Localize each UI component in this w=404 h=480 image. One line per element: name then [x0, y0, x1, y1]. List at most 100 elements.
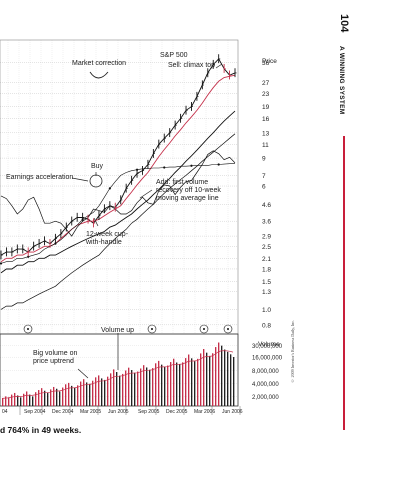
x-tick-label: Mar 2006: [194, 409, 215, 415]
price-tick-label: 2.9: [262, 234, 271, 241]
volume-bar: [164, 366, 166, 406]
price-tick-label: 1.3: [262, 289, 271, 296]
big-volume-label-line-2: price uptrend: [33, 358, 74, 365]
volume-bar: [167, 365, 169, 406]
volume-bar: [191, 358, 193, 406]
volume-bar: [56, 388, 58, 406]
volume-bar: [23, 393, 25, 406]
markers-layer: [23, 324, 233, 334]
event-marker-circle: [147, 324, 157, 334]
add-label-line-2: recovery off 10-week: [156, 187, 221, 194]
big-volume-label-line-1: Big volume on: [33, 350, 78, 357]
volume-bar: [53, 386, 55, 406]
event-marker-dot: [151, 328, 153, 330]
volume-tick-label: 8,000,000: [252, 369, 279, 375]
volume-bar: [152, 368, 154, 406]
volume-bar: [212, 353, 214, 406]
volume-bar: [32, 396, 34, 406]
volume-bar: [95, 377, 97, 406]
volume-bar: [128, 367, 130, 406]
x-tick-label: Sep 2005: [138, 409, 160, 415]
volume-bar: [188, 354, 190, 406]
volume-bar: [158, 360, 160, 406]
price-bars-layer: [0, 54, 237, 260]
volume-bar: [209, 355, 211, 406]
cup-label-line-1: 12-week cup-: [86, 231, 129, 238]
price-tick-label: 36: [262, 60, 270, 67]
price-tick-label: 9: [262, 156, 266, 163]
event-marker-dot: [227, 328, 229, 330]
earnings-point: [190, 164, 193, 167]
price-tick-label: 27: [262, 80, 270, 87]
volume-bar: [110, 373, 112, 406]
volume-bar: [170, 362, 172, 406]
volume-bar: [26, 391, 28, 406]
volume-bar: [200, 353, 202, 406]
volume-bar: [113, 369, 115, 406]
price-tick-label: 1.5: [262, 279, 271, 286]
relative-strength-line: [0, 133, 236, 310]
price-tick-label: 2.5: [262, 244, 271, 251]
volume-bar: [203, 348, 205, 406]
volume-bar: [122, 373, 124, 406]
volume-bar: [233, 357, 235, 406]
volume-bar: [98, 375, 100, 406]
volume-bar: [47, 392, 49, 406]
add-label-line-3: moving average line: [156, 195, 219, 202]
buy-label: Buy: [91, 163, 104, 170]
series-layer: [0, 58, 236, 310]
volume-bar: [86, 382, 88, 406]
price-tick-label: 13: [262, 130, 270, 137]
price-tick-label: 16: [262, 116, 270, 123]
axis-ticks-layer: 36 27 23 19 16 13 11 9 7 6 4.6 3.6 2.9 2.5 2.1 1.8 1.5 1.…: [2, 58, 283, 415]
volume-bar: [230, 354, 232, 406]
volume-tick-label: 30,000,000: [252, 344, 283, 350]
volume-bars-layer: [1, 342, 235, 406]
market-correction-label: Market correction: [72, 60, 127, 67]
volume-bar: [92, 380, 94, 406]
volume-bar: [77, 385, 79, 406]
volume-bar: [131, 370, 133, 406]
x-tick-label: Dec 2005: [166, 409, 188, 415]
x-tick-label: 04: [2, 409, 8, 415]
volume-up-label: Volume up: [101, 327, 135, 334]
sell-arrow: [215, 63, 223, 69]
volume-bar: [5, 396, 7, 406]
ten-week-average-line: [0, 74, 236, 263]
figure-caption: d 764% in 49 weeks.: [0, 425, 82, 435]
volume-bar: [146, 367, 148, 406]
volume-bar: [116, 372, 118, 406]
volume-bar: [143, 365, 145, 406]
accent-rule: [343, 136, 345, 430]
volume-bar: [41, 388, 43, 406]
event-marker-circle: [199, 324, 209, 334]
volume-bar: [89, 383, 91, 406]
x-tick-label: Jun 2005: [108, 409, 129, 415]
volume-bar: [134, 372, 136, 406]
add-label-line-1: Add: first volume: [156, 179, 209, 186]
price-tick-label: 7: [262, 173, 266, 180]
volume-bar: [29, 394, 31, 406]
volume-axis-label: Volume: [258, 341, 280, 348]
market-correction-arc: [89, 71, 109, 79]
volume-bar: [80, 381, 82, 406]
bigvol-arrow: [77, 368, 89, 379]
volume-bar: [173, 358, 175, 406]
volume-bar: [107, 376, 109, 406]
volume-bar: [83, 379, 85, 406]
volume-tick-label: 4,000,000: [252, 382, 279, 388]
page-number: 104: [338, 14, 350, 33]
volume-bar: [68, 382, 70, 406]
x-tick-label: Jun 2006: [222, 409, 243, 415]
price-tick-label: 1.0: [262, 307, 271, 314]
volume-bar: [185, 358, 187, 406]
x-tick-label: Mar 2005: [80, 409, 101, 415]
price-tick-label: 0.8: [262, 322, 271, 329]
volume-bar: [215, 347, 217, 406]
earnings-point: [108, 187, 111, 190]
sp500-label: S&P 500: [160, 52, 188, 59]
price-tick-label: 1.8: [262, 266, 271, 273]
volume-bar: [11, 394, 13, 406]
volume-bar: [179, 364, 181, 406]
